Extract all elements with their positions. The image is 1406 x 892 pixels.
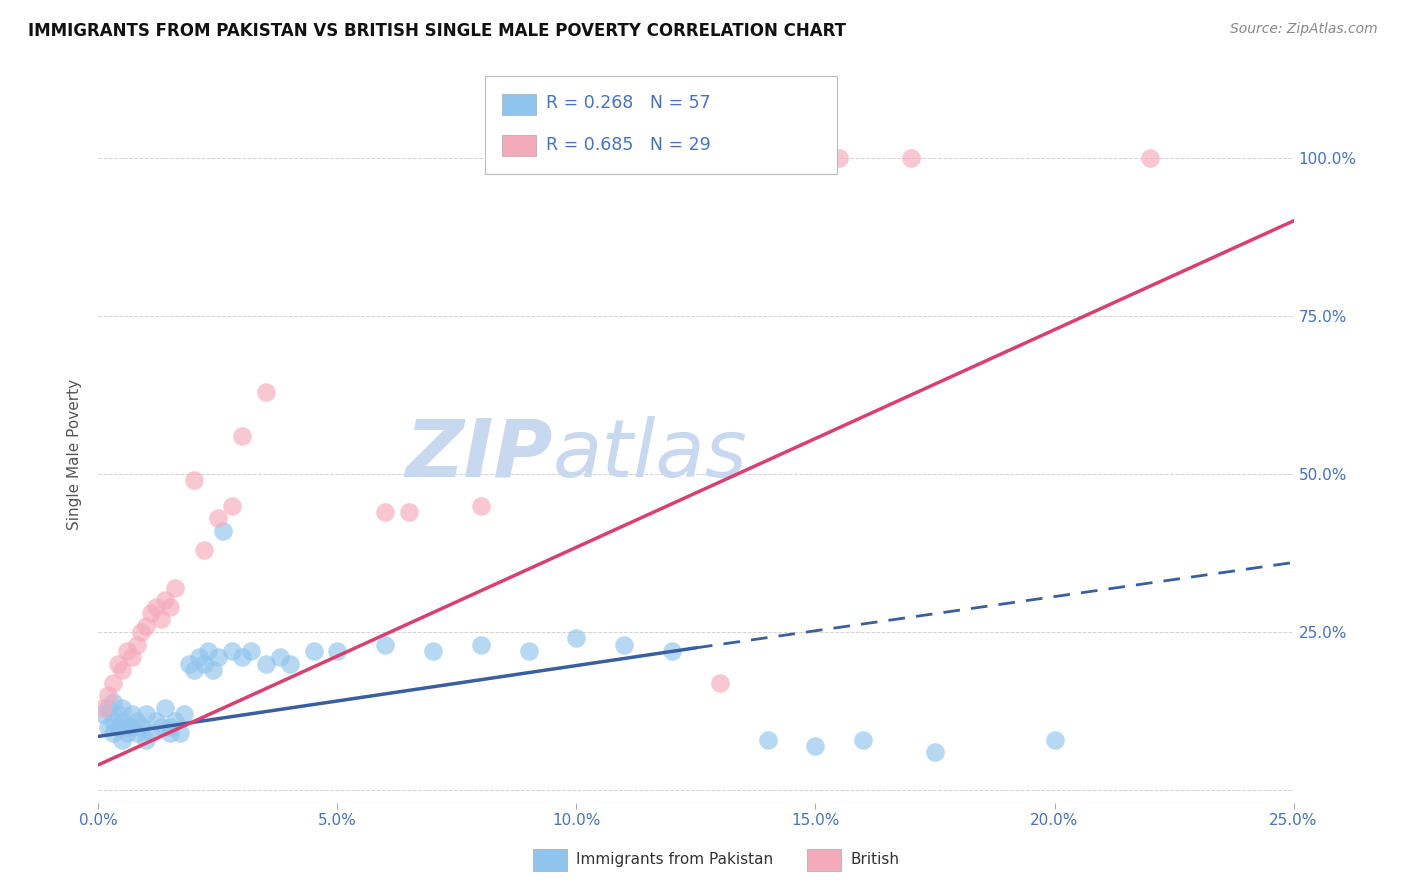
Point xyxy=(278,657,301,671)
Point xyxy=(183,663,205,677)
Point xyxy=(101,675,124,690)
Text: ZIP: ZIP xyxy=(405,416,553,494)
Point xyxy=(207,511,229,525)
Point xyxy=(169,726,191,740)
Text: British: British xyxy=(851,853,900,867)
Point xyxy=(149,612,172,626)
Point xyxy=(302,644,325,658)
Point xyxy=(193,542,215,557)
Point xyxy=(155,701,177,715)
Text: atlas: atlas xyxy=(553,416,748,494)
Point xyxy=(470,499,492,513)
Point xyxy=(149,720,172,734)
Point xyxy=(139,726,162,740)
Point xyxy=(187,650,209,665)
Point xyxy=(422,644,444,658)
Point xyxy=(231,650,253,665)
Point xyxy=(517,644,540,658)
Point xyxy=(111,714,134,728)
Y-axis label: Single Male Poverty: Single Male Poverty xyxy=(67,379,83,531)
Point xyxy=(101,726,124,740)
Point xyxy=(135,618,157,632)
Point xyxy=(828,151,851,165)
Point xyxy=(111,701,134,715)
Point xyxy=(374,638,396,652)
Text: Immigrants from Pakistan: Immigrants from Pakistan xyxy=(576,853,773,867)
Point xyxy=(159,720,181,734)
Point xyxy=(398,505,420,519)
Point xyxy=(97,701,120,715)
Text: R = 0.685   N = 29: R = 0.685 N = 29 xyxy=(546,136,710,153)
Point xyxy=(107,720,129,734)
Point xyxy=(661,644,683,658)
Point xyxy=(193,657,215,671)
Point xyxy=(97,688,120,702)
Point xyxy=(197,644,219,658)
Point xyxy=(374,505,396,519)
Point xyxy=(159,599,181,614)
Text: IMMIGRANTS FROM PAKISTAN VS BRITISH SINGLE MALE POVERTY CORRELATION CHART: IMMIGRANTS FROM PAKISTAN VS BRITISH SING… xyxy=(28,22,846,40)
Point xyxy=(163,581,186,595)
Point xyxy=(111,732,134,747)
Point xyxy=(125,714,148,728)
Point xyxy=(97,720,120,734)
Point xyxy=(107,707,129,722)
Text: R = 0.268   N = 57: R = 0.268 N = 57 xyxy=(546,95,710,112)
Point xyxy=(115,726,138,740)
Point xyxy=(121,650,143,665)
Point xyxy=(211,524,233,538)
Point xyxy=(139,606,162,620)
Point xyxy=(852,732,875,747)
Point xyxy=(145,599,167,614)
Point xyxy=(756,732,779,747)
Point xyxy=(269,650,291,665)
Point xyxy=(470,638,492,652)
Point xyxy=(159,726,181,740)
Point xyxy=(254,657,277,671)
Point xyxy=(709,675,731,690)
Point xyxy=(202,663,225,677)
Point xyxy=(221,644,243,658)
Point xyxy=(254,384,277,399)
Point xyxy=(221,499,243,513)
Point xyxy=(131,720,153,734)
Point xyxy=(135,707,157,722)
Point xyxy=(155,593,177,607)
Point xyxy=(91,701,114,715)
Point xyxy=(326,644,349,658)
Point xyxy=(900,151,922,165)
Point xyxy=(804,739,827,753)
Text: Source: ZipAtlas.com: Source: ZipAtlas.com xyxy=(1230,22,1378,37)
Point xyxy=(183,473,205,487)
Point xyxy=(163,714,186,728)
Point xyxy=(121,720,143,734)
Point xyxy=(125,726,148,740)
Point xyxy=(121,707,143,722)
Point xyxy=(145,714,167,728)
Point xyxy=(613,638,636,652)
Point xyxy=(240,644,263,658)
Point xyxy=(207,650,229,665)
Point xyxy=(924,745,946,759)
Point xyxy=(231,429,253,443)
Point xyxy=(1043,732,1066,747)
Point xyxy=(115,720,138,734)
Point xyxy=(91,707,114,722)
Point xyxy=(101,714,124,728)
Point xyxy=(101,695,124,709)
Point xyxy=(1139,151,1161,165)
Point xyxy=(173,707,195,722)
Point xyxy=(107,657,129,671)
Point xyxy=(565,632,588,646)
Point xyxy=(179,657,201,671)
Point xyxy=(111,663,134,677)
Point xyxy=(115,644,138,658)
Point xyxy=(125,638,148,652)
Point xyxy=(131,625,153,640)
Point xyxy=(135,732,157,747)
